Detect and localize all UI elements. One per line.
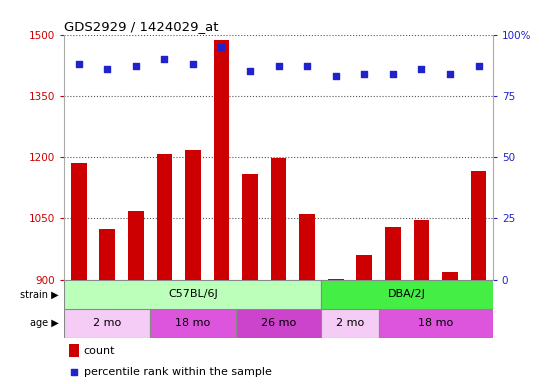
Text: GDS2929 / 1424029_at: GDS2929 / 1424029_at <box>64 20 219 33</box>
Text: percentile rank within the sample: percentile rank within the sample <box>83 367 272 377</box>
Bar <box>64 309 150 338</box>
Text: strain ▶: strain ▶ <box>20 289 59 300</box>
Point <box>74 61 83 67</box>
Point <box>360 280 368 286</box>
Text: 18 mo: 18 mo <box>175 318 211 328</box>
Bar <box>99 229 115 280</box>
Bar <box>379 309 493 338</box>
Text: C57BL/6J: C57BL/6J <box>168 289 218 300</box>
Bar <box>71 163 87 280</box>
Point <box>217 44 226 50</box>
Bar <box>356 255 372 280</box>
Text: 2 mo: 2 mo <box>93 318 122 328</box>
Bar <box>156 154 172 280</box>
Bar <box>213 40 230 280</box>
Point <box>160 56 169 62</box>
Point <box>245 68 254 74</box>
Bar <box>321 280 493 309</box>
Bar <box>442 271 458 280</box>
Bar <box>64 280 321 309</box>
Bar <box>299 214 315 280</box>
Text: 18 mo: 18 mo <box>418 318 453 328</box>
Point <box>388 71 397 77</box>
Point <box>446 71 455 77</box>
Bar <box>150 309 236 338</box>
Bar <box>128 211 144 280</box>
Bar <box>470 172 487 280</box>
Point <box>131 63 140 70</box>
Point <box>302 63 311 70</box>
Text: count: count <box>83 346 115 356</box>
Bar <box>270 158 287 280</box>
Bar <box>185 150 201 280</box>
Point <box>474 63 483 70</box>
Bar <box>328 279 344 280</box>
Bar <box>321 309 379 338</box>
Bar <box>413 220 430 280</box>
Bar <box>385 227 401 280</box>
Bar <box>242 174 258 280</box>
Point <box>417 66 426 72</box>
Point <box>331 73 340 79</box>
Point <box>103 66 112 72</box>
Text: 26 mo: 26 mo <box>261 318 296 328</box>
Point <box>360 71 368 77</box>
Text: 2 mo: 2 mo <box>336 318 364 328</box>
Point <box>188 61 198 67</box>
Text: age ▶: age ▶ <box>30 318 59 328</box>
Bar <box>69 344 80 357</box>
Text: DBA/2J: DBA/2J <box>388 289 426 300</box>
Point <box>274 63 283 70</box>
Bar <box>236 309 321 338</box>
